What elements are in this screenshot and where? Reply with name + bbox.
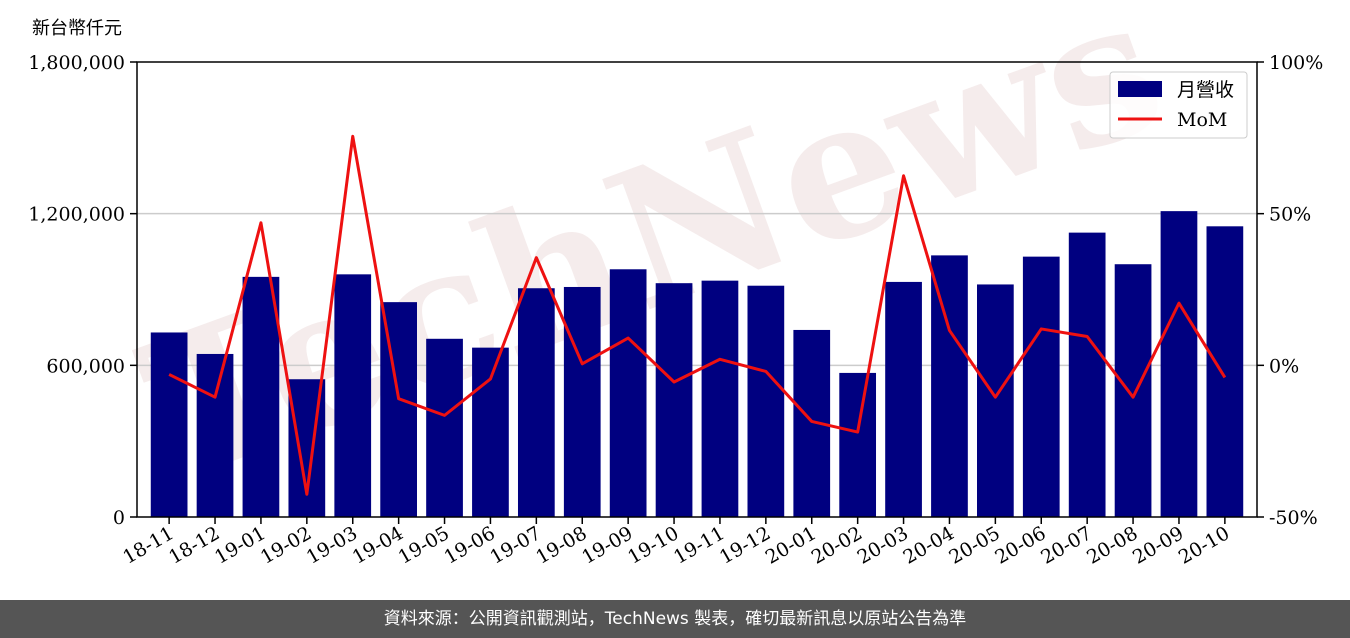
bar-19-07 [517, 288, 555, 517]
x-axis-tick-label: 20-05 [945, 522, 1003, 568]
bar-series [150, 211, 1244, 518]
x-axis-tick-label: 19-05 [395, 522, 453, 568]
left-axis-tick-label: 1,200,000 [28, 204, 125, 226]
x-axis-tick-label: 18-11 [119, 522, 177, 568]
x-axis-tick-label: 19-01 [211, 522, 269, 568]
plot-frame [136, 61, 1258, 518]
x-axis-tick-label: 20-10 [1175, 522, 1233, 568]
bar-18-11 [150, 332, 188, 517]
bar-19-12 [747, 285, 785, 517]
x-axis-tick-label: 19-07 [486, 522, 544, 568]
bar-20-08 [1114, 264, 1152, 517]
x-axis-tick-label: 20-09 [1129, 522, 1187, 568]
bar-20-03 [885, 281, 922, 517]
bar-19-04 [380, 302, 417, 517]
x-axis-tick-label: 19-09 [578, 522, 636, 568]
right-axis-tick-label: 50% [1269, 204, 1311, 226]
left-axis-tick-label: 0 [113, 507, 125, 529]
x-axis-tick-label: 19-03 [303, 522, 361, 568]
bar-20-05 [977, 284, 1014, 517]
x-axis-tick-label: 20-03 [854, 522, 912, 568]
right-axis-tick-label: -50% [1269, 507, 1318, 529]
bar-19-08 [563, 286, 601, 517]
x-axis-tick-label: 20-08 [1083, 522, 1141, 568]
x-axis-tick-label: 19-04 [349, 522, 407, 568]
x-axis-tick-label: 20-07 [1037, 522, 1095, 568]
mom-line-series [168, 134, 1227, 496]
bar-19-01 [242, 276, 280, 517]
bar-20-06 [1022, 256, 1060, 517]
right-axis-tick-label: 100% [1269, 52, 1323, 74]
bar-19-11 [701, 280, 739, 517]
x-axis-tick-label: 19-06 [441, 522, 499, 568]
legend-label-mom: MoM [1177, 109, 1227, 131]
x-axis-tick-label: 20-04 [900, 522, 958, 568]
bar-19-03 [334, 274, 372, 517]
bar-20-04 [931, 255, 968, 517]
x-axis-tick-label: 19-10 [624, 522, 682, 568]
left-axis-tick-label: 600,000 [46, 355, 125, 377]
mom-line [168, 134, 1227, 496]
bar-19-06 [472, 347, 509, 517]
unit-label: 新台幣仟元 [32, 18, 122, 39]
legend-label-revenue: 月營收 [1177, 79, 1234, 101]
bar-19-10 [655, 283, 693, 517]
bar-20-10 [1206, 226, 1244, 518]
bar-18-12 [196, 353, 234, 517]
legend: 月營收 MoM [1109, 71, 1248, 139]
bar-19-05 [426, 338, 463, 517]
x-axis-tick-label: 20-06 [991, 522, 1049, 568]
x-axis-tick-label: 19-12 [716, 522, 774, 568]
left-axis-tick-label: 1,800,000 [28, 52, 125, 74]
source-footer: 資料來源：公開資訊觀測站，TechNews 製表，確切最新訊息以原站公告為準 [0, 600, 1350, 638]
x-axis-tick-label: 19-08 [532, 522, 590, 568]
right-axis-tick-label: 0% [1269, 355, 1299, 377]
bar-20-07 [1068, 232, 1106, 517]
revenue-chart: TechNews 0600,0001,200,0001,800,000-50%0… [28, 0, 1323, 569]
x-axis-tick-label: 20-01 [762, 522, 820, 568]
x-axis-tick-label: 19-02 [257, 522, 315, 568]
bar-20-09 [1160, 211, 1198, 517]
legend-swatch-bar [1118, 81, 1162, 97]
bar-19-09 [609, 269, 647, 517]
bar-20-02 [839, 372, 877, 517]
x-axis-tick-label: 19-11 [670, 522, 728, 568]
x-axis-tick-label: 20-02 [808, 522, 866, 568]
x-axis-tick-label: 18-12 [165, 522, 223, 568]
